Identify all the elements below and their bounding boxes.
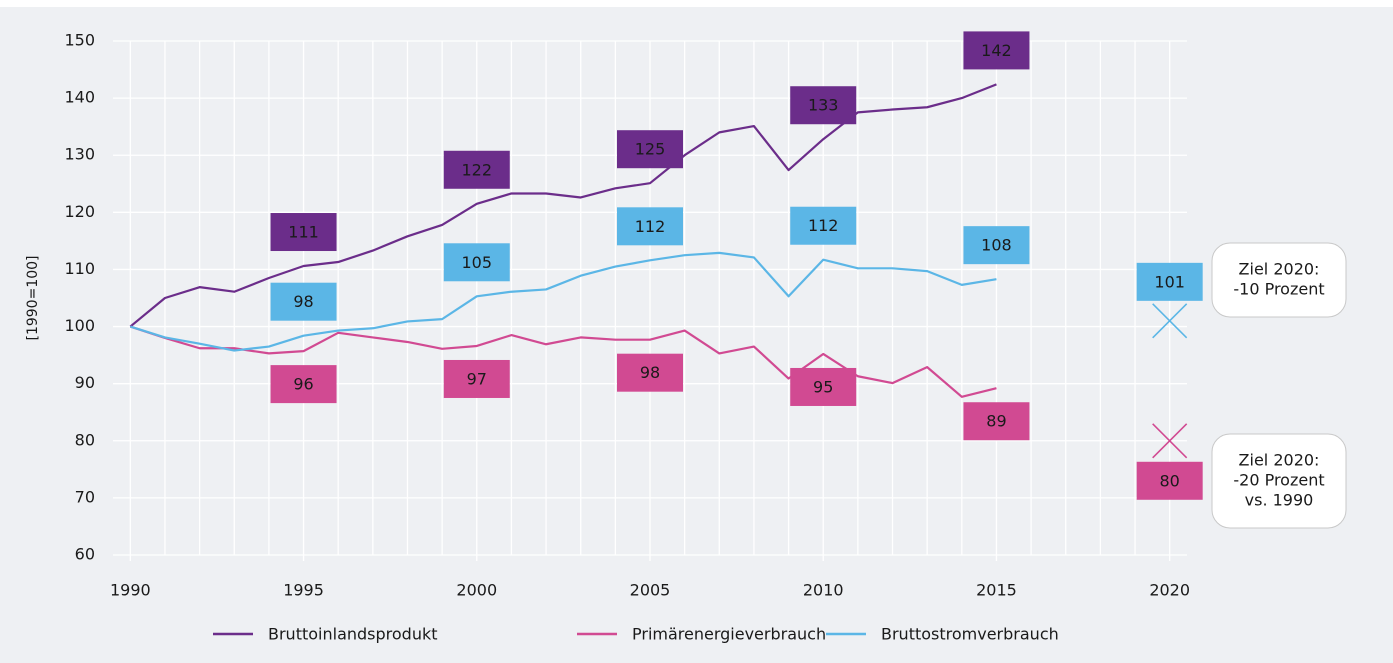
value-label-box — [270, 213, 337, 252]
x-tick-label: 2010 — [803, 581, 844, 600]
x-tick-label: 2000 — [456, 581, 497, 600]
y-tick-label: 150 — [64, 31, 95, 50]
value-label: 133 — [808, 96, 839, 115]
series-line — [129, 83, 997, 328]
value-label: 111 — [288, 223, 319, 242]
y-tick-label: 130 — [64, 145, 95, 164]
value-label-box — [617, 207, 683, 246]
value-label: 112 — [808, 216, 839, 235]
value-label: 108 — [981, 236, 1012, 255]
value-label-box — [790, 86, 857, 125]
y-tick-label: 110 — [64, 259, 95, 278]
value-label: 125 — [635, 140, 666, 159]
value-label: 98 — [640, 363, 660, 382]
value-label-box — [790, 206, 857, 245]
value-label-box — [443, 359, 510, 398]
value-label-box — [617, 353, 683, 392]
y-tick-label: 80 — [75, 430, 95, 449]
value-label-box — [963, 226, 1030, 265]
legend-label: Bruttoinlandsprodukt — [268, 625, 438, 644]
value-label: 80 — [1159, 471, 1179, 490]
value-label: 112 — [635, 217, 666, 236]
x-tick-label: 2015 — [976, 581, 1017, 600]
target-note-box — [1211, 242, 1347, 318]
y-tick-label: 100 — [64, 316, 95, 335]
target-note: -20 Prozent — [1233, 471, 1324, 490]
target-note-box — [1211, 433, 1347, 529]
value-label: 105 — [462, 253, 493, 272]
value-label-box — [1136, 262, 1203, 301]
series-line — [129, 251, 997, 352]
target-note: vs. 1990 — [1245, 491, 1314, 510]
target-marker — [1152, 423, 1188, 459]
value-label-box — [1136, 461, 1203, 500]
y-axis-label: [1990=100] — [25, 255, 41, 340]
legend-label: Primärenergieverbrauch — [632, 625, 826, 644]
y-tick-label: 70 — [75, 487, 95, 506]
value-label-box — [443, 150, 510, 189]
value-label: 95 — [813, 377, 833, 396]
value-label: 96 — [293, 375, 313, 394]
value-label: 98 — [293, 292, 313, 311]
value-label: 97 — [467, 369, 487, 388]
legend-label: Bruttostromverbrauch — [881, 625, 1059, 644]
value-label: 89 — [986, 412, 1006, 431]
value-label-box — [790, 367, 857, 406]
top-strip — [0, 0, 1393, 7]
value-label: 142 — [981, 41, 1012, 60]
value-label-box — [443, 243, 510, 282]
x-tick-label: 2005 — [630, 581, 671, 600]
x-tick-label: 2020 — [1149, 581, 1190, 600]
x-tick-label: 1995 — [283, 581, 324, 600]
y-tick-label: 90 — [75, 373, 95, 392]
y-tick-label: 120 — [64, 202, 95, 221]
value-label: 101 — [1154, 272, 1185, 291]
y-tick-label: 60 — [75, 545, 95, 564]
target-note: Ziel 2020: — [1239, 451, 1320, 470]
value-label-box — [963, 402, 1030, 441]
target-note: -10 Prozent — [1233, 280, 1324, 299]
value-label-box — [270, 365, 337, 404]
target-marker — [1152, 303, 1188, 339]
value-label-box — [270, 282, 337, 321]
target-note: Ziel 2020: — [1239, 260, 1320, 279]
value-label: 122 — [462, 160, 493, 179]
value-label-box — [617, 130, 683, 169]
x-tick-label: 1990 — [110, 581, 151, 600]
value-label-box — [963, 31, 1030, 70]
series-line — [129, 325, 997, 398]
y-tick-label: 140 — [64, 88, 95, 107]
